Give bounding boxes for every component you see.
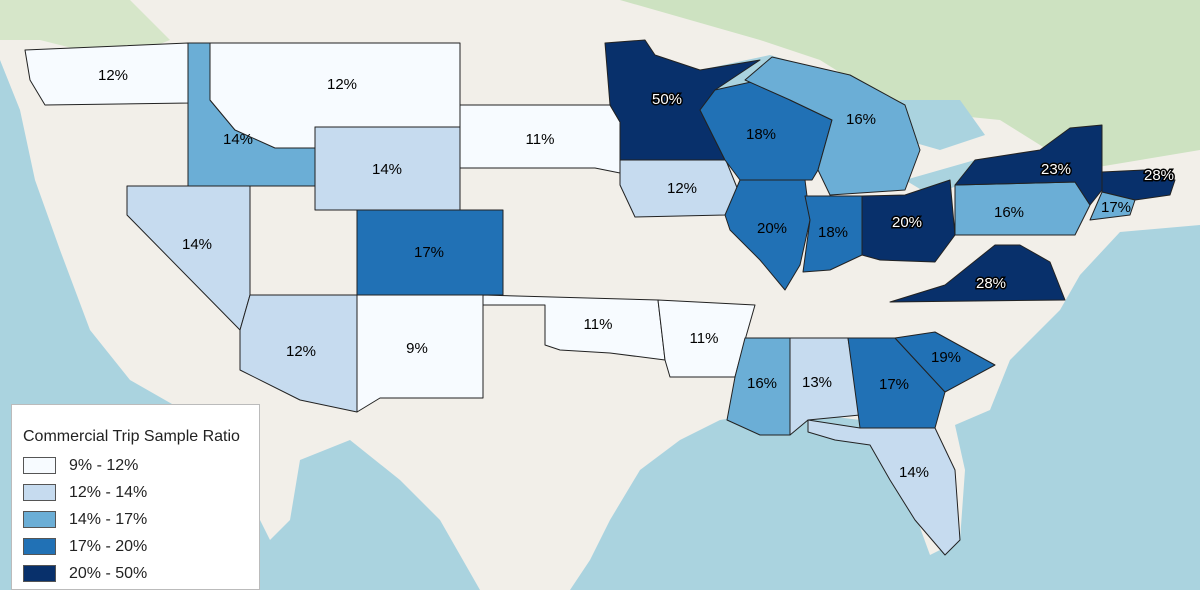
state-label-illinois: 20% — [757, 220, 787, 237]
state-label-pennsylvania: 16% — [994, 204, 1024, 221]
state-label-wisconsin: 18% — [746, 126, 776, 143]
map-legend: Commercial Trip Sample Ratio 9% - 12% 12… — [11, 404, 260, 590]
legend-item: 20% - 50% — [23, 560, 259, 587]
state-connecticut — [1089, 191, 1136, 221]
legend-label: 20% - 50% — [69, 564, 148, 582]
basemap-forest — [0, 0, 170, 60]
great-lakes — [900, 100, 985, 150]
state-label-virginia: 28% — [976, 275, 1006, 292]
legend-swatch — [23, 484, 56, 501]
legend-item: 12% - 14% — [23, 479, 259, 506]
basemap-forest — [620, 0, 1200, 170]
legend-swatch — [23, 457, 56, 474]
state-label-washington: 12% — [98, 67, 128, 84]
state-label-alabama: 13% — [802, 374, 832, 391]
legend-swatch — [23, 565, 56, 582]
legend-label: 12% - 14% — [69, 483, 148, 501]
state-ohio — [861, 179, 956, 263]
legend-label: 9% - 12% — [69, 456, 139, 474]
state-label-indiana: 18% — [818, 224, 848, 241]
state-washington — [24, 42, 191, 106]
state-label-arizona: 12% — [286, 343, 316, 360]
legend-label: 14% - 17% — [69, 510, 148, 528]
state-label-connecticut: 17% — [1101, 199, 1131, 216]
state-colorado — [356, 209, 504, 296]
state-michigan — [744, 56, 921, 196]
state-label-south-carolina: 19% — [931, 349, 961, 366]
legend-label: 17% - 20% — [69, 537, 148, 555]
state-label-florida: 14% — [899, 464, 929, 481]
state-illinois — [724, 179, 811, 291]
legend-swatch — [23, 511, 56, 528]
state-label-georgia: 17% — [879, 376, 909, 393]
state-label-minnesota: 50% — [652, 91, 682, 108]
state-label-idaho: 14% — [223, 131, 253, 148]
state-label-massachusetts: 28% — [1144, 167, 1174, 184]
state-label-montana: 12% — [327, 76, 357, 93]
state-label-colorado: 17% — [414, 244, 444, 261]
legend-item: 14% - 17% — [23, 506, 259, 533]
state-florida — [807, 419, 961, 556]
state-label-new-mexico: 9% — [406, 340, 428, 357]
state-label-ohio: 20% — [892, 214, 922, 231]
state-label-michigan: 16% — [846, 111, 876, 128]
legend-item: 9% - 12% — [23, 452, 259, 479]
state-south-carolina — [894, 331, 996, 393]
legend-swatch — [23, 538, 56, 555]
state-label-iowa: 12% — [667, 180, 697, 197]
state-label-mississippi: 16% — [747, 375, 777, 392]
state-label-oklahoma: 11% — [584, 316, 613, 333]
state-label-wyoming: 14% — [372, 161, 402, 178]
state-alabama — [789, 337, 861, 436]
legend-item: 17% - 20% — [23, 533, 259, 560]
state-virginia — [889, 244, 1066, 303]
state-label-nevada: 14% — [182, 236, 212, 253]
state-new-mexico — [356, 294, 484, 413]
state-label-new-york: 23% — [1041, 161, 1071, 178]
state-label-south-dakota: 11% — [526, 131, 555, 148]
legend-title: Commercial Trip Sample Ratio — [23, 428, 240, 445]
state-label-arkansas: 11% — [690, 330, 719, 347]
